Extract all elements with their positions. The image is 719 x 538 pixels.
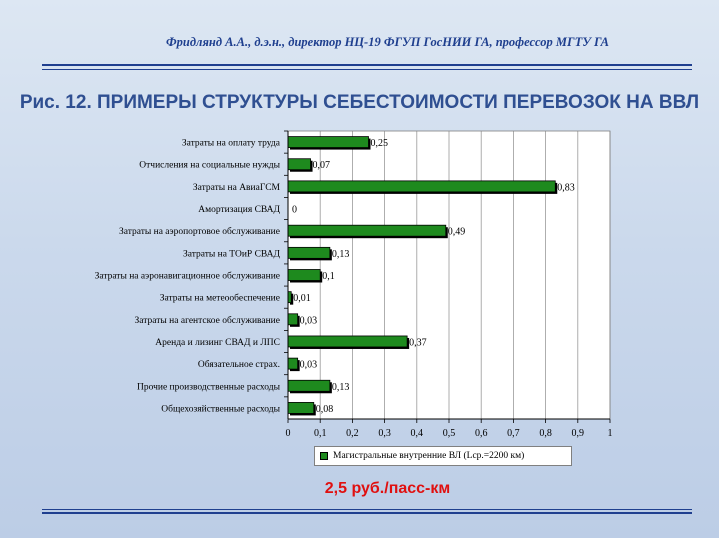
category-label: Затраты на аэронавигационное обслуживани…	[95, 271, 280, 282]
gridlines	[288, 131, 611, 419]
category-label: Прочие производственные расходы	[137, 382, 281, 392]
x-tick-label: 1	[608, 428, 613, 439]
author-credit: Фридлянд А.А., д.э.н., директор НЦ-19 ФГ…	[166, 35, 609, 49]
bottom-rule-thick	[42, 512, 692, 514]
x-tick-label: 0,2	[346, 428, 359, 439]
bar	[287, 379, 331, 392]
bar	[287, 246, 331, 259]
page-title: Рис. 12. ПРИМЕРЫ СТРУКТУРЫ СЕБЕСТОИМОСТИ…	[19, 92, 700, 113]
bar	[287, 269, 321, 281]
value-labels: 0,25 0,07 0,83 0 0,49 0,13 0,1 0,01 0,03 0,37 0,03…	[292, 138, 575, 415]
legend-swatch	[320, 452, 328, 460]
category-label: Аренда и лизинг СВАД и ЛПС	[155, 338, 280, 348]
bottom-rule	[42, 509, 692, 510]
top-rule	[42, 64, 692, 66]
category-label: Амортизация СВАД	[198, 205, 280, 215]
x-tick-label: 0,5	[443, 428, 456, 439]
value-label: 0,07	[313, 160, 331, 171]
bars	[287, 136, 558, 416]
category-label: Общехозяйственные расходы	[161, 403, 280, 414]
bar	[287, 158, 311, 171]
category-label: Затраты на оплату труда	[182, 139, 281, 149]
value-label: 0,83	[557, 182, 575, 193]
bar	[287, 224, 447, 237]
bar	[287, 402, 315, 414]
x-tick-label: 0,8	[539, 428, 552, 439]
category-label: Затраты на агентское обслуживание	[135, 315, 280, 326]
value-label: 0,13	[332, 249, 350, 260]
cost-per-passenger-km: 2,5 руб./пасс-км	[324, 480, 451, 497]
category-label: Затраты на метеообеспечение	[160, 293, 280, 304]
value-label: 0,49	[448, 227, 466, 238]
bar	[287, 313, 299, 326]
category-label: Затраты на АвиаГСМ	[193, 183, 281, 193]
x-tick-label: 0,1	[314, 428, 327, 439]
legend: Магистральные внутренние ВЛ (Lср.=2200 к…	[314, 446, 572, 466]
x-tick-label: 0,3	[378, 428, 391, 439]
x-tick-label: 0,4	[411, 428, 424, 439]
value-label: 0,03	[300, 360, 318, 371]
bar	[287, 136, 369, 148]
bar	[287, 335, 408, 348]
value-label: 0,13	[332, 382, 350, 393]
top-rule-thin	[42, 69, 692, 70]
value-label: 0,03	[300, 315, 318, 326]
bar	[287, 180, 556, 193]
tick-labels: 0 0,1 0,2 0,3 0,4 0,5 0,6 0,7 0,8 0,9 1	[286, 428, 613, 439]
category-label: Обязательное страх.	[198, 359, 280, 370]
x-tick-label: 0,9	[572, 428, 585, 439]
legend-label: Магистральные внутренние ВЛ (Lср.=2200 к…	[333, 451, 525, 461]
bar	[287, 357, 299, 370]
value-label: 0,25	[371, 138, 389, 149]
x-tick-label: 0	[286, 428, 291, 439]
x-tick-label: 0,6	[475, 428, 488, 439]
value-label: 0,08	[316, 404, 334, 415]
category-label: Отчисления на социальные нужды	[139, 161, 280, 171]
value-label: 0,01	[293, 293, 311, 304]
x-tick-label: 0,7	[507, 428, 520, 439]
value-label: 0,37	[409, 337, 427, 348]
category-label: Затраты на аэропортовое обслуживание	[119, 226, 280, 237]
axes	[284, 130, 611, 423]
value-label: 0,1	[322, 271, 335, 282]
category-label: Затраты на ТОиР СВАД	[183, 249, 281, 259]
category-labels: Затраты на оплату труда Отчисления на соц…	[95, 139, 281, 415]
value-label: 0	[292, 205, 297, 216]
